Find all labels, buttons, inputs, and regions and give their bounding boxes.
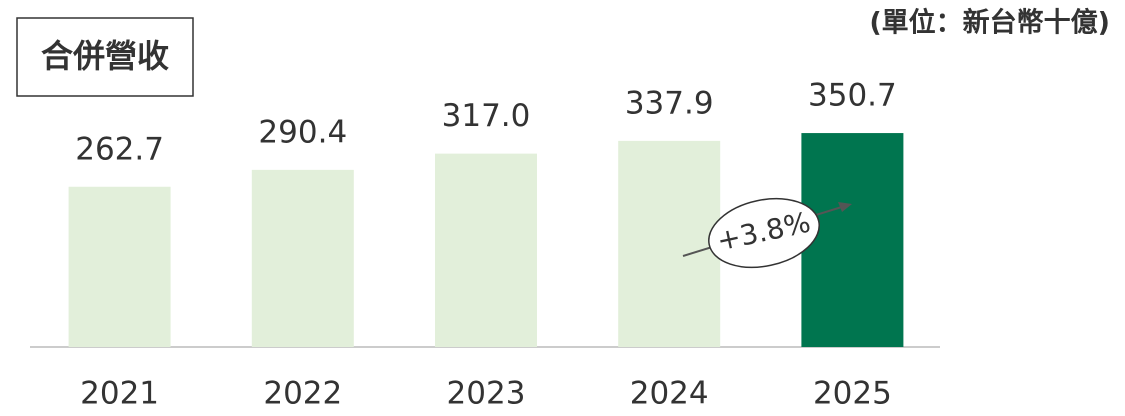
bar bbox=[68, 186, 171, 347]
bar bbox=[251, 169, 354, 347]
x-tick-label: 2023 bbox=[447, 376, 526, 412]
bar bbox=[801, 133, 904, 347]
x-tick-label: 2021 bbox=[80, 376, 159, 412]
value-label: 317.0 bbox=[442, 98, 531, 134]
x-tick-label: 2024 bbox=[630, 376, 709, 412]
annotation-bubble bbox=[708, 197, 820, 269]
bar bbox=[618, 140, 721, 347]
bar bbox=[435, 153, 537, 347]
value-label: 262.7 bbox=[75, 131, 164, 167]
chart-subtitle: (單位：新台幣十億) bbox=[869, 7, 1110, 39]
x-tick-label: 2025 bbox=[813, 376, 892, 412]
arrow-head bbox=[838, 202, 852, 212]
value-label: 350.7 bbox=[808, 78, 897, 114]
value-label: 290.4 bbox=[258, 114, 347, 150]
bars: 262.7 2021 290.4 2022 317.0 2023 337.9 2024 350.… bbox=[68, 78, 904, 412]
chart-title: 合併營收 bbox=[41, 37, 169, 75]
title-box bbox=[16, 17, 194, 97]
value-label: 337.9 bbox=[625, 85, 714, 121]
x-tick-label: 2022 bbox=[263, 376, 342, 412]
